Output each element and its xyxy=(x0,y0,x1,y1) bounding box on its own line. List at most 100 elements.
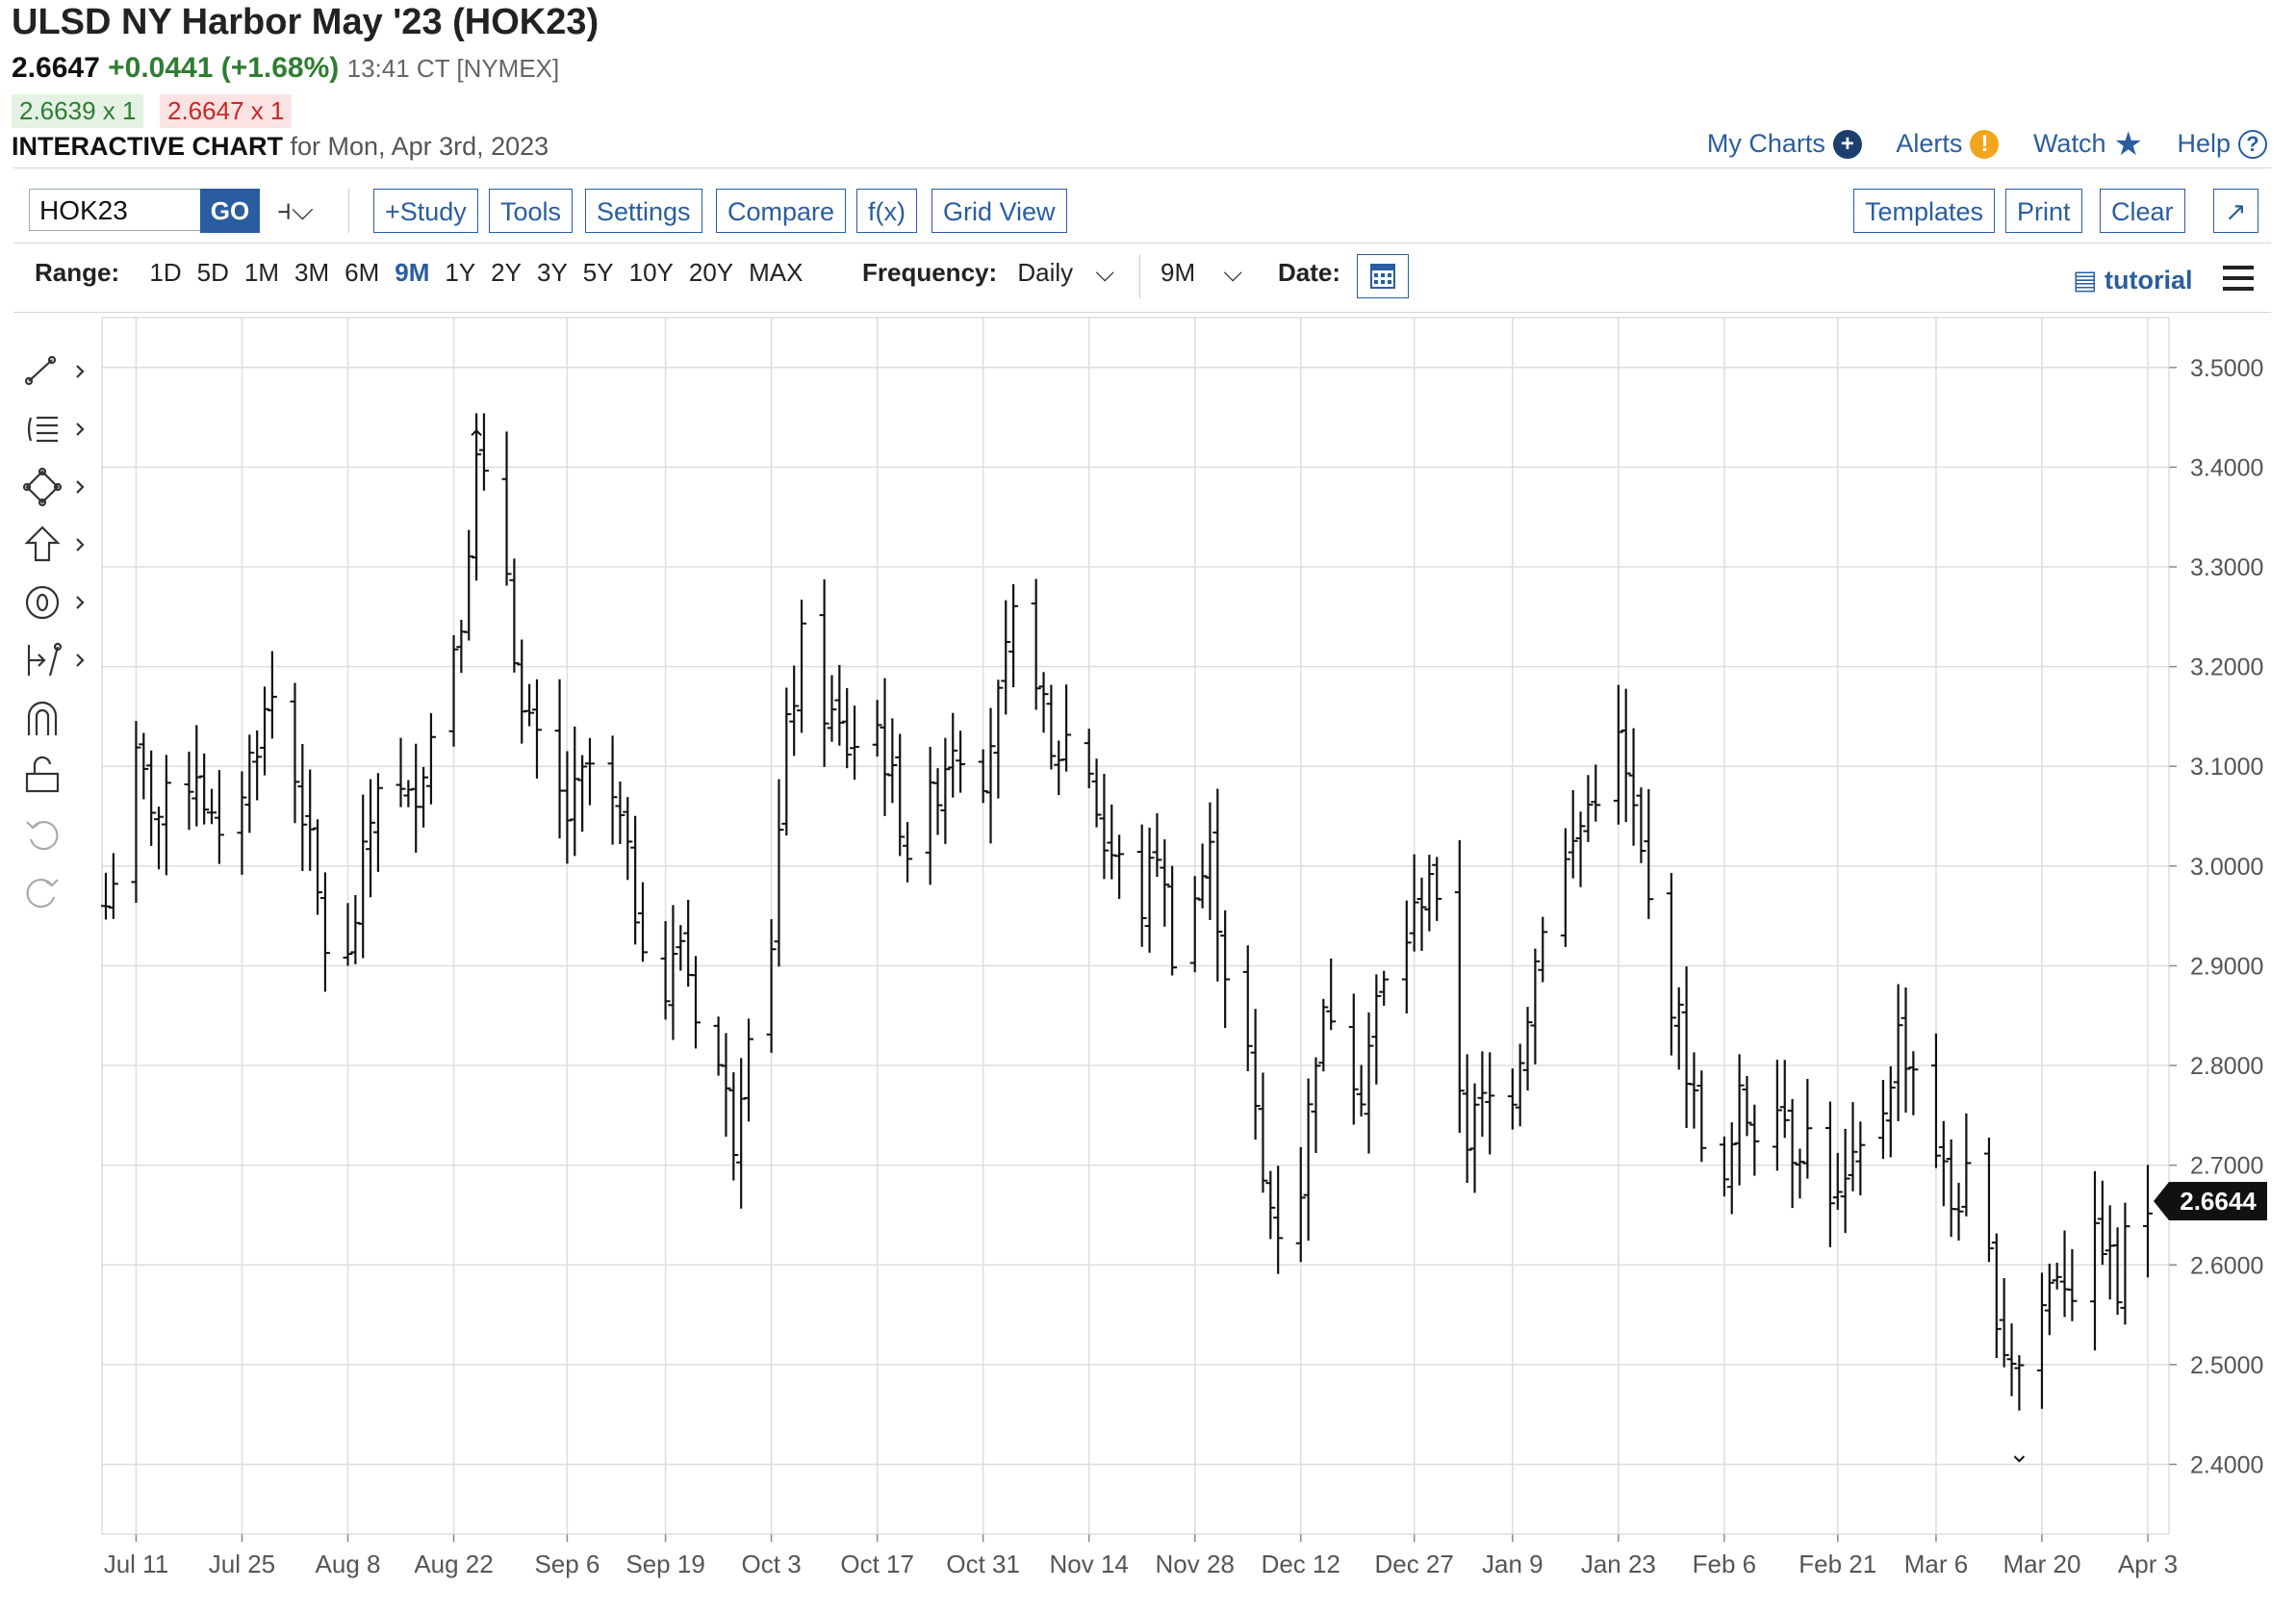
ohlc-bar xyxy=(403,780,414,808)
ohlc-bar xyxy=(584,737,595,806)
clear-button[interactable]: Clear xyxy=(2100,189,2185,233)
y-tick-label: 3.4000 xyxy=(2190,454,2263,481)
ohlc-bar xyxy=(1416,877,1427,952)
print-button[interactable]: Print xyxy=(2005,189,2082,233)
range-1y[interactable]: 1Y xyxy=(445,258,476,287)
range-5y[interactable]: 5Y xyxy=(582,258,614,287)
my-charts-link[interactable]: My Charts + xyxy=(1707,129,1862,159)
ohlc-bar xyxy=(1454,839,1465,1133)
divider xyxy=(13,167,2271,168)
frequency-selector[interactable]: Frequency: Daily ⌵ xyxy=(862,258,1114,289)
frequency-value[interactable]: Daily xyxy=(1017,258,1074,287)
menu-button[interactable] xyxy=(2223,266,2254,297)
x-tick-label: Jul 25 xyxy=(209,1550,275,1578)
ohlc-bar xyxy=(1189,876,1200,973)
fib-tool-icon[interactable] xyxy=(27,416,85,443)
line-tool-icon[interactable] xyxy=(24,355,85,386)
range-3m[interactable]: 3M xyxy=(293,258,330,287)
undo-icon[interactable] xyxy=(26,821,59,851)
range-10y[interactable]: 10Y xyxy=(628,258,674,287)
x-tick-label: Feb 21 xyxy=(1799,1550,1876,1578)
range-9m[interactable]: 9M xyxy=(395,258,430,287)
range-selector: Range: 1D 5D 1M 3M 6M 9M 1Y 2Y 3Y 5Y 10Y 20Y MAX xyxy=(35,258,803,288)
go-button[interactable]: GO xyxy=(200,189,260,233)
measure-tool-icon[interactable] xyxy=(27,642,85,677)
range-20y[interactable]: 20Y xyxy=(688,258,734,287)
ohlc-bar xyxy=(372,773,383,872)
ohlc-bar xyxy=(517,639,527,744)
alert-icon: ! xyxy=(1970,129,2000,159)
ohlc-bar xyxy=(728,1072,739,1181)
tutorial-link[interactable]: ▤ tutorial xyxy=(2073,266,2193,295)
shape-tool-icon[interactable] xyxy=(22,467,85,507)
tools-button[interactable]: Tools xyxy=(489,189,574,233)
settings-button[interactable]: Settings xyxy=(585,189,702,233)
ohlc-bar xyxy=(895,733,906,857)
compare-button[interactable]: Compare xyxy=(716,189,847,233)
ohlc-bar xyxy=(1538,916,1548,983)
help-label: Help xyxy=(2177,129,2231,158)
expand-button[interactable]: ↗ xyxy=(2213,189,2258,233)
range-3y[interactable]: 3Y xyxy=(536,258,568,287)
range-6m[interactable]: 6M xyxy=(344,258,380,287)
drawing-toolbar xyxy=(19,346,96,924)
ohlc-bar xyxy=(948,712,958,798)
ohlc-bar xyxy=(978,749,988,804)
ohlc-bar xyxy=(509,558,520,673)
ohlc-bar xyxy=(472,413,482,581)
y-tick-label: 3.0000 xyxy=(2190,854,2263,881)
range-5d[interactable]: 5D xyxy=(196,258,229,287)
my-charts-label: My Charts xyxy=(1706,129,1825,158)
ohlc-bar xyxy=(1666,872,1676,1056)
ohlc-bar xyxy=(2059,1230,2070,1318)
ohlc-bar xyxy=(1001,600,1011,715)
ohlc-bar xyxy=(1364,1013,1374,1154)
y-tick-label: 2.5000 xyxy=(2190,1352,2263,1379)
redo-icon[interactable] xyxy=(26,879,59,909)
ohlc-bar xyxy=(1734,1054,1745,1186)
range-1m[interactable]: 1M xyxy=(243,258,279,287)
magnet-icon[interactable] xyxy=(27,701,58,735)
y-axis-tick-labels: 2.4000 2.5000 2.6000 2.7000 2.8000 2.9000 3.00… xyxy=(2190,355,2263,1479)
range-1d[interactable]: 1D xyxy=(149,258,182,287)
last-price: 2.6647 xyxy=(12,52,100,84)
ohlc-bar xyxy=(1885,1065,1896,1158)
plus-circle-icon: + xyxy=(1832,129,1862,159)
grid-view-button[interactable]: Grid View xyxy=(931,189,1067,233)
ohlc-bar xyxy=(1205,802,1215,920)
fx-button[interactable]: f(x) xyxy=(856,189,917,233)
ohlc-bar xyxy=(1802,1079,1813,1179)
x-tick-label: Mar 6 xyxy=(1904,1550,1968,1578)
ohlc-bar xyxy=(1938,1120,1949,1207)
help-link[interactable]: Help ? xyxy=(2177,129,2267,159)
range-max[interactable]: MAX xyxy=(749,258,804,287)
alerts-link[interactable]: Alerts ! xyxy=(1896,129,2000,159)
ohlc-bar xyxy=(683,899,694,987)
ohlc-bar xyxy=(1008,584,1019,687)
aggregation-dropdown[interactable]: 9M ⌵ xyxy=(1161,258,1242,289)
ohlc-bar xyxy=(131,721,141,903)
arrow-tool-icon[interactable] xyxy=(24,526,85,562)
templates-button[interactable]: Templates xyxy=(1853,189,1996,233)
ohlc-bar xyxy=(1636,787,1646,863)
range-2y[interactable]: 2Y xyxy=(491,258,522,287)
ask-badge: 2.6647 x 1 xyxy=(160,94,293,128)
ohlc-bar xyxy=(1424,855,1435,932)
ohlc-bar xyxy=(903,822,913,883)
ohlc-bar xyxy=(1946,1139,1956,1238)
text-tool-icon[interactable] xyxy=(25,585,85,620)
calendar-button[interactable] xyxy=(1357,254,1409,298)
ohlc-bar xyxy=(395,737,406,808)
symbol-input[interactable]: HOK23 xyxy=(29,189,200,231)
ohlc-bar xyxy=(993,679,1004,799)
ohlc-bar xyxy=(676,925,686,971)
lock-icon[interactable] xyxy=(25,756,60,793)
ohlc-bar xyxy=(554,679,565,839)
ohlc-bar xyxy=(419,766,429,828)
study-button[interactable]: +Study xyxy=(373,189,478,233)
ohlc-bar xyxy=(691,956,702,1049)
ohlc-bar xyxy=(1575,811,1586,887)
bar-type-dropdown[interactable]: ⫞⌵ xyxy=(277,189,314,233)
watch-link[interactable]: Watch ★ xyxy=(2033,128,2143,161)
